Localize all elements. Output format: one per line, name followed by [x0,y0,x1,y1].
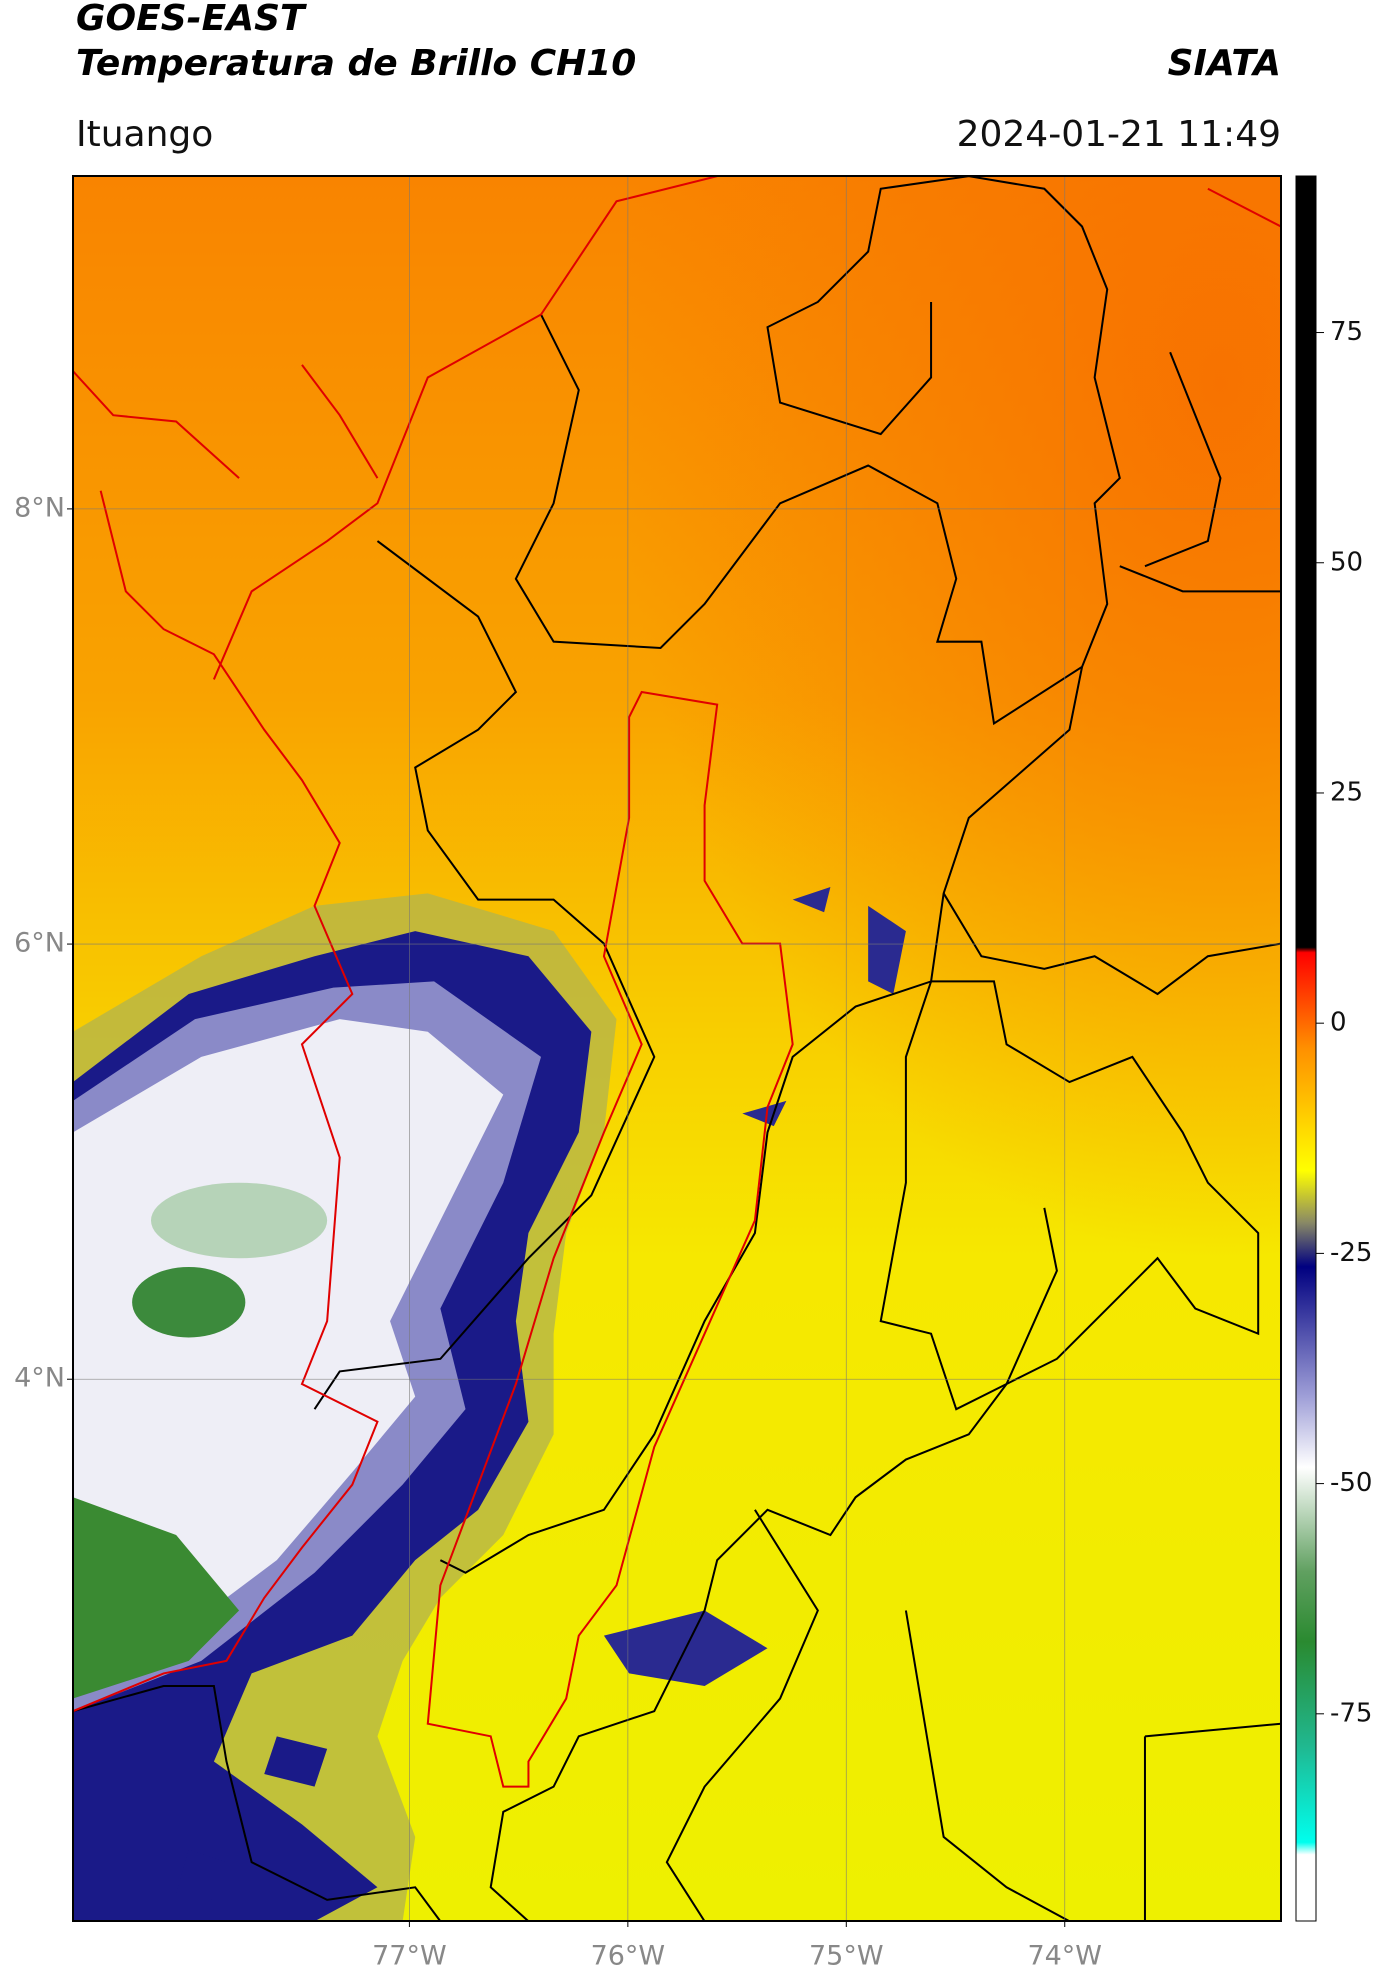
datetime: 2024-01-21 11:49 [957,114,1281,155]
colorbar-tick-label: -50 [1330,1468,1372,1498]
map-frame [72,175,1282,1922]
ticks: 8°N 6°N 4°N 77°W 76°W 75°W 74°W 75 50 25 0 -25 -50 -7… [14,317,1372,1971]
title: GOES-EAST [76,0,307,39]
location: Ituango [76,114,213,155]
colorbar-tick-label: 75 [1330,317,1363,347]
colorbar-tick-label: 25 [1330,777,1363,807]
cloud-layer [73,887,906,1921]
lat-tick-label: 6°N [14,928,65,959]
lon-tick-label: 77°W [372,1941,447,1972]
colorbar-tick-label: 50 [1330,547,1363,577]
colorbar-tick-label: -25 [1330,1238,1372,1268]
map-image [73,176,1281,1921]
lat-tick-label: 4°N [14,1363,65,1394]
grid [73,176,1281,1921]
lat-tick-label: 8°N [14,492,65,523]
colorbar [1295,175,1317,1922]
lon-tick-label: 75°W [809,1941,884,1972]
colorbar-tick-label: 0 [1330,1008,1347,1038]
colorbar-tick-label: -75 [1330,1698,1372,1728]
subtitle: Temperatura de Brillo CH10 [76,43,636,84]
borders [73,176,1281,1921]
lon-tick-label: 74°W [1027,1941,1102,1972]
source: SIATA [1168,43,1281,84]
lon-tick-label: 76°W [591,1941,666,1972]
